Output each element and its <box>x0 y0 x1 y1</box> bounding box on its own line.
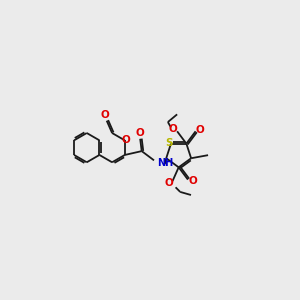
Text: O: O <box>136 128 145 138</box>
Text: O: O <box>121 135 130 145</box>
Text: O: O <box>169 124 178 134</box>
Text: NH: NH <box>157 158 173 168</box>
Text: S: S <box>166 138 173 148</box>
Text: O: O <box>101 110 110 120</box>
Text: O: O <box>196 125 205 135</box>
Text: O: O <box>188 176 197 186</box>
Text: O: O <box>164 178 173 188</box>
